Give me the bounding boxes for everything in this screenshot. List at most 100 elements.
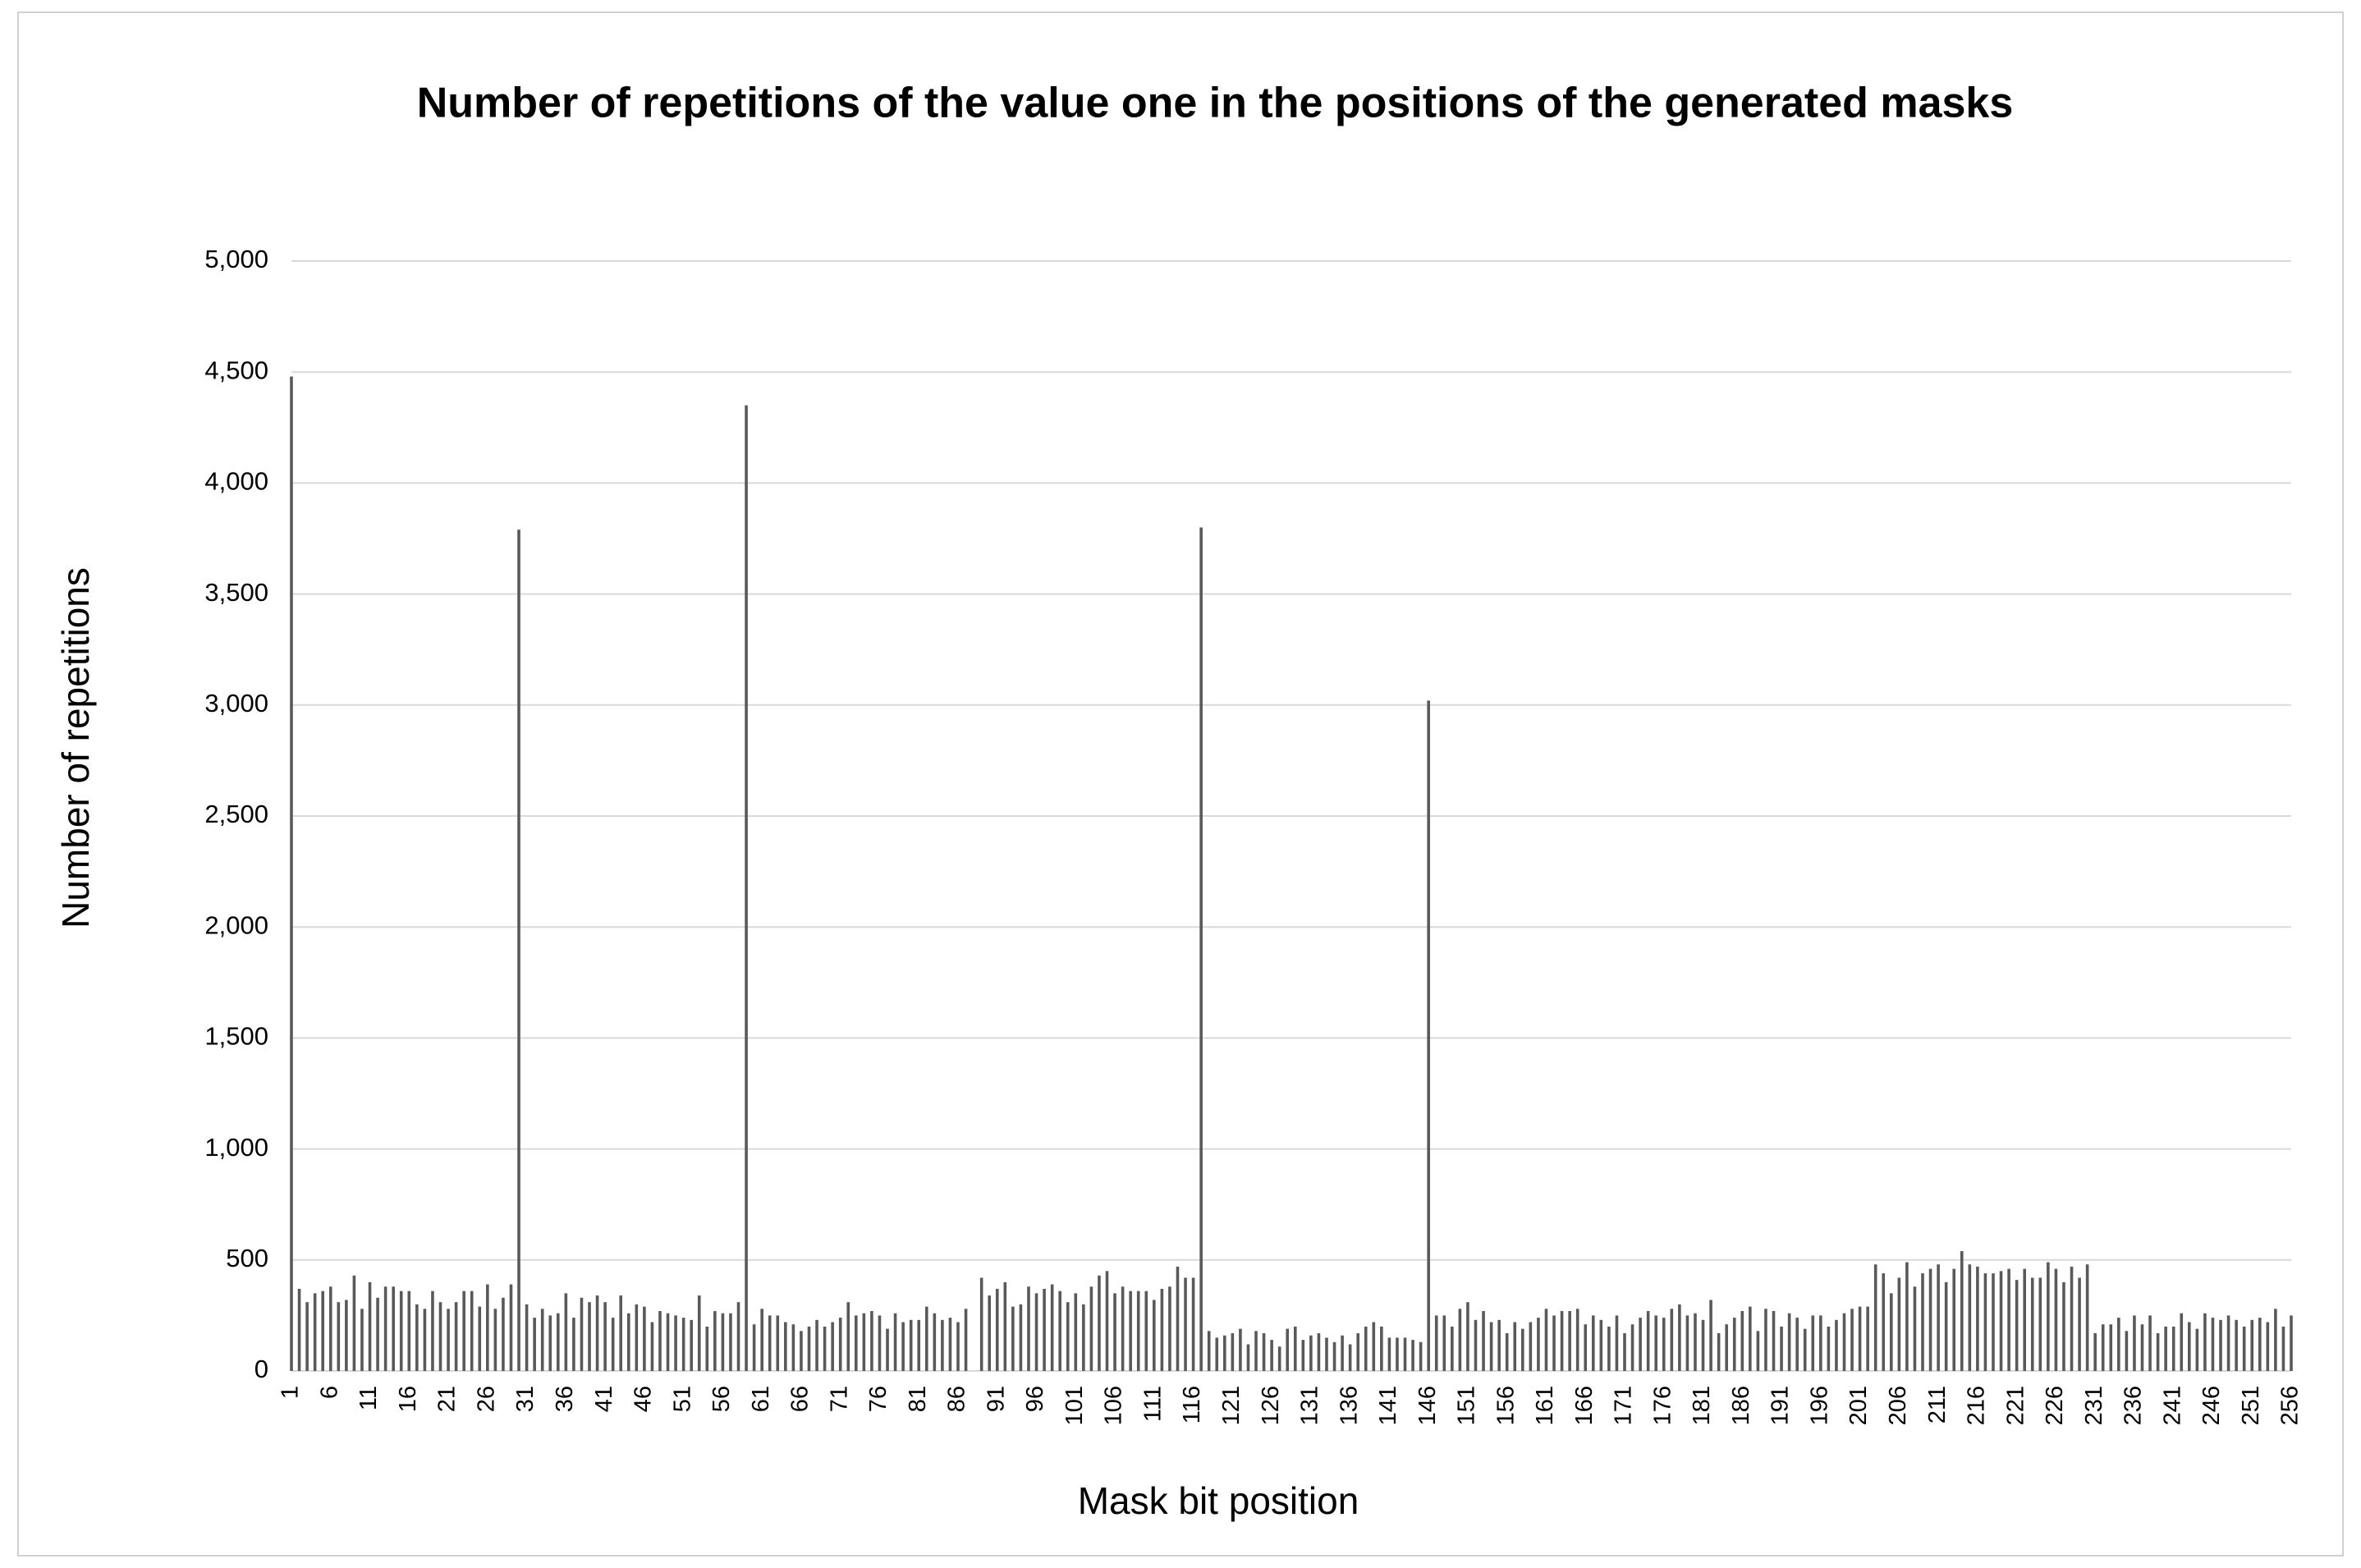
bar	[1521, 1328, 1524, 1371]
bar	[979, 1277, 983, 1371]
bar	[2235, 1319, 2238, 1371]
bar	[1341, 1335, 1344, 1371]
bar	[1780, 1326, 1783, 1371]
bar	[399, 1291, 403, 1371]
bar	[1646, 1310, 1650, 1371]
bar	[1505, 1333, 1509, 1371]
bar	[893, 1313, 897, 1371]
bar	[1623, 1333, 1626, 1371]
x-tick-label: 206	[1885, 1386, 1911, 1425]
x-tick-label: 156	[1492, 1386, 1519, 1425]
x-tick-label: 256	[2277, 1386, 2304, 1425]
x-tick-label: 26	[473, 1386, 499, 1412]
bar	[1136, 1291, 1140, 1371]
bar	[2148, 1315, 2152, 1371]
bar	[768, 1315, 772, 1371]
bar	[431, 1291, 434, 1371]
bar	[1262, 1333, 1266, 1371]
bar	[1529, 1322, 1533, 1371]
x-tick-label: 166	[1571, 1386, 1598, 1425]
bar	[2109, 1324, 2113, 1371]
bar	[1207, 1331, 1211, 1371]
bar	[1976, 1266, 1979, 1371]
bar	[736, 1302, 740, 1371]
bar	[1191, 1277, 1195, 1371]
bar	[635, 1304, 639, 1371]
x-tick-label: 106	[1101, 1386, 1127, 1425]
bar	[493, 1309, 497, 1371]
bar	[1795, 1318, 1799, 1371]
bar	[407, 1291, 411, 1371]
x-tick-label: 116	[1179, 1386, 1205, 1424]
bar	[1144, 1291, 1148, 1371]
bar	[776, 1315, 780, 1371]
bar	[1858, 1306, 1862, 1371]
x-tick-label: 131	[1297, 1386, 1323, 1425]
bar	[1043, 1288, 1046, 1371]
x-tick-label: 176	[1649, 1386, 1676, 1425]
bar	[705, 1326, 709, 1371]
bar	[1168, 1286, 1171, 1371]
bar	[1787, 1313, 1791, 1371]
bar	[502, 1297, 505, 1371]
x-tick-label: 51	[669, 1386, 695, 1412]
bar	[290, 376, 293, 1371]
bar	[1160, 1288, 1164, 1371]
x-tick-label: 171	[1611, 1386, 1637, 1425]
bar	[1497, 1319, 1501, 1371]
bar	[1231, 1333, 1235, 1371]
bar	[297, 1288, 301, 1371]
bar	[588, 1302, 591, 1371]
x-tick-label: 226	[2042, 1386, 2068, 1425]
y-tick-label: 4,000	[204, 467, 268, 496]
x-tick-label: 186	[1728, 1386, 1754, 1425]
bar	[2180, 1313, 2184, 1371]
bar	[1921, 1273, 1924, 1371]
x-tick-label: 71	[826, 1386, 852, 1412]
bar	[533, 1318, 536, 1371]
bar	[2274, 1309, 2277, 1371]
bar	[619, 1295, 623, 1371]
bar	[580, 1297, 584, 1371]
bar	[1058, 1291, 1061, 1371]
bar	[1803, 1328, 1807, 1371]
bar	[1215, 1337, 1219, 1371]
bar	[2211, 1318, 2215, 1371]
bar	[674, 1315, 677, 1371]
bar	[595, 1295, 599, 1371]
bar	[1584, 1324, 1588, 1371]
x-tick-label: 181	[1689, 1386, 1715, 1425]
x-tick-label: 231	[2081, 1386, 2107, 1425]
y-tick-label: 3,000	[204, 689, 268, 718]
bar	[838, 1318, 842, 1371]
bar	[423, 1309, 427, 1371]
bar	[2133, 1315, 2136, 1371]
x-tick-label: 251	[2238, 1386, 2264, 1425]
bar	[1239, 1328, 1242, 1371]
bar	[1678, 1304, 1681, 1371]
bar	[2140, 1324, 2144, 1371]
bar	[2171, 1326, 2175, 1371]
bar	[603, 1302, 607, 1371]
bar	[1740, 1310, 1744, 1371]
bar	[917, 1319, 921, 1371]
bar	[572, 1318, 575, 1371]
x-tick-label: 41	[591, 1386, 617, 1412]
bar	[1332, 1341, 1336, 1371]
x-tick-label: 236	[2120, 1386, 2147, 1425]
bar	[2250, 1319, 2254, 1371]
bar	[1819, 1315, 1822, 1371]
bar	[383, 1286, 387, 1371]
bar	[1811, 1315, 1815, 1371]
y-tick-label: 0	[254, 1355, 268, 1383]
bar	[360, 1309, 364, 1371]
bar	[901, 1322, 905, 1371]
bar	[345, 1300, 348, 1371]
bar	[1184, 1277, 1187, 1371]
bar	[878, 1315, 882, 1371]
bar	[328, 1286, 332, 1371]
bar	[886, 1328, 889, 1371]
bar	[1403, 1337, 1407, 1371]
x-tick-label: 111	[1139, 1386, 1166, 1422]
